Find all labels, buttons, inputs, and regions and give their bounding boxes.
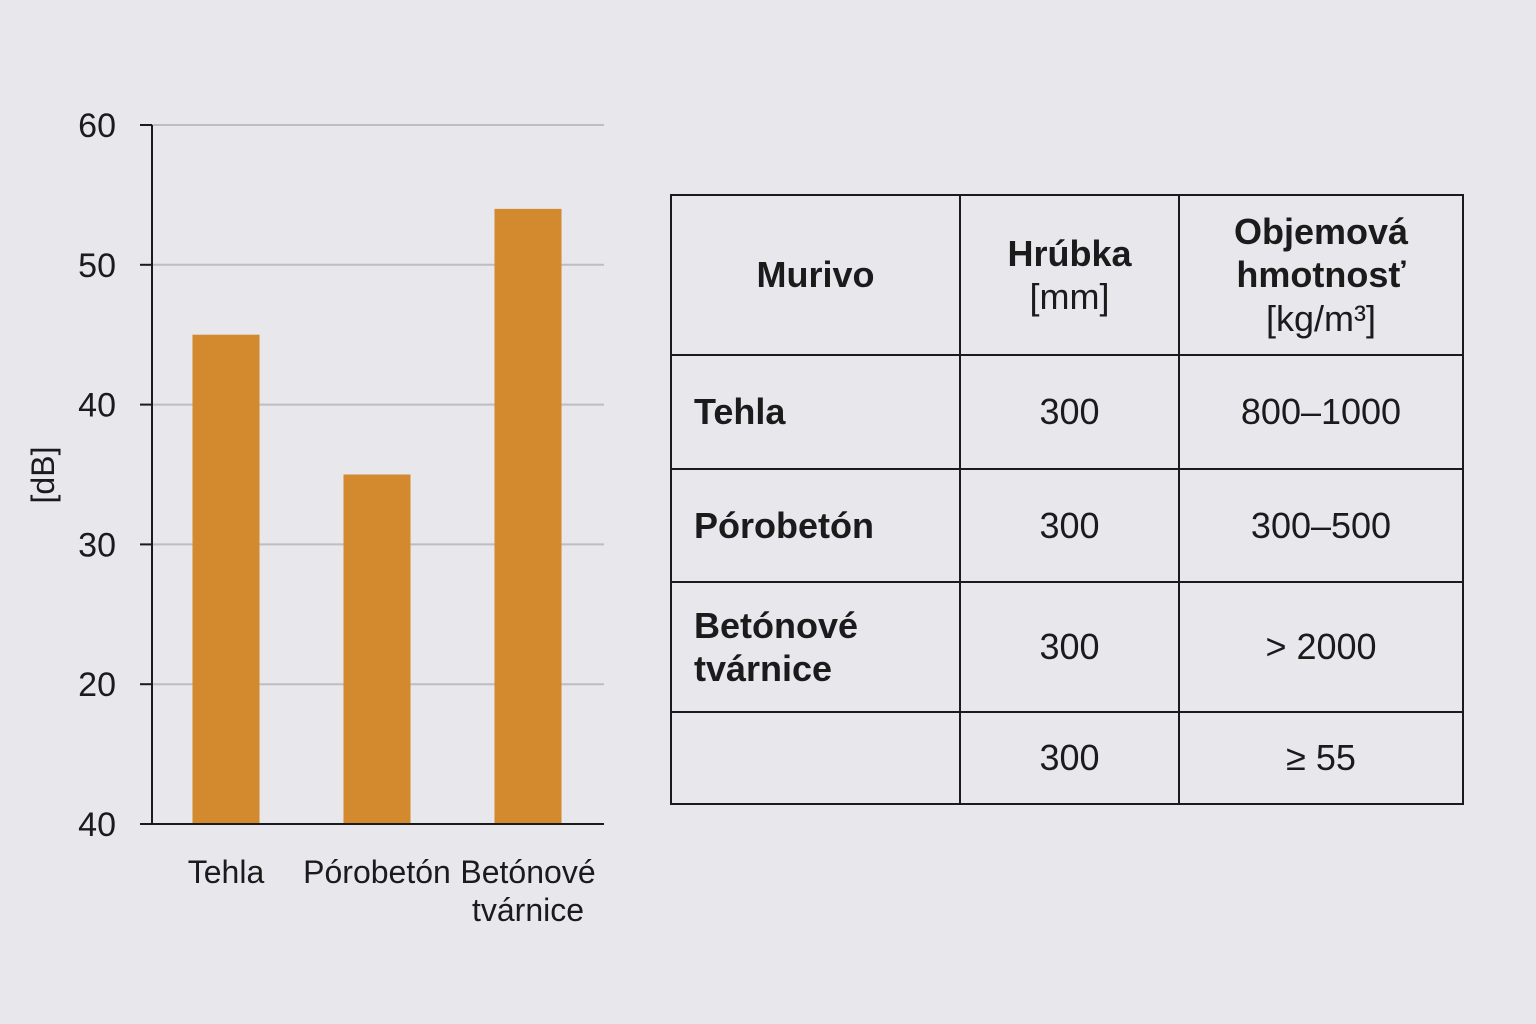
material-table: Murivo Hrúbka [mm] Objemová hmotnosť [kg…: [670, 194, 1464, 805]
row-density: ≥ 55: [1178, 711, 1464, 805]
header-objemova-hmotnost: Objemová hmotnosť [kg/m³]: [1178, 194, 1464, 356]
bar-chart: 40 20 30 40 50 60 [dB] Tehla Pórobetón Betónovétv…: [25, 107, 604, 928]
header-hrubka-unit: [mm]: [1029, 276, 1110, 317]
row-material-name-line-2: tvárnice: [694, 648, 833, 689]
row-thickness: 300: [959, 354, 1180, 470]
axes: [140, 124, 604, 825]
row-thickness: 300: [959, 711, 1180, 805]
y-tick-label: 20: [78, 666, 116, 704]
header-objemova-text: Objemová: [1233, 211, 1409, 253]
axis-labels: 40 20 30 40 50 60 [dB] Tehla Pórobetón Betónovétv…: [25, 107, 596, 928]
row-density: 300–500: [1178, 468, 1464, 583]
table-row: Betónové tvárnice 300 > 2000: [670, 581, 1464, 713]
row-material-name: Betónové tvárnice: [670, 581, 961, 713]
y-axis-title: [dB]: [25, 447, 61, 504]
bar-1: [192, 334, 260, 824]
header-hrubka: Hrúbka [mm]: [959, 194, 1180, 356]
row-material-name: Pórobetón: [670, 468, 961, 583]
row-material-name: [670, 711, 961, 805]
row-thickness: 300: [959, 581, 1180, 713]
row-material-name: Tehla: [670, 354, 961, 470]
table-row: Pórobetón 300 300–500: [670, 468, 1464, 583]
x-category-label: Betónové: [460, 854, 595, 890]
x-category-label: Pórobetón: [303, 854, 451, 890]
table-header-row: Murivo Hrúbka [mm] Objemová hmotnosť [kg…: [670, 194, 1464, 356]
row-thickness: 300: [959, 468, 1180, 583]
bars: [192, 208, 562, 824]
x-category-label: tvárnice: [472, 892, 584, 928]
y-tick-label: 50: [78, 247, 116, 285]
table-row: 300 ≥ 55: [670, 711, 1464, 805]
y-tick-label: 30: [78, 526, 116, 564]
y-tick-label: 40: [78, 806, 116, 844]
header-density-unit: [kg/m³]: [1265, 297, 1376, 339]
header-hmotnost-text: hmotnosť: [1236, 254, 1406, 296]
row-material-name-text: Tehla: [694, 391, 786, 433]
y-tick-label: 60: [78, 107, 116, 145]
row-density: > 2000: [1178, 581, 1464, 713]
header-murivo-text: Murivo: [756, 254, 875, 296]
bar-3: [494, 208, 562, 824]
header-murivo: Murivo: [670, 194, 961, 356]
x-category-label: Tehla: [188, 854, 265, 890]
table-row: Tehla 300 800–1000: [670, 354, 1464, 470]
row-material-name-line-1: Betónové: [694, 604, 859, 646]
y-tick-label: 40: [78, 387, 116, 425]
row-density: 800–1000: [1178, 354, 1464, 470]
row-material-name-text: Pórobetón: [694, 504, 874, 546]
header-hrubka-text: Hrúbka: [1007, 232, 1132, 274]
bar-2: [343, 474, 411, 824]
